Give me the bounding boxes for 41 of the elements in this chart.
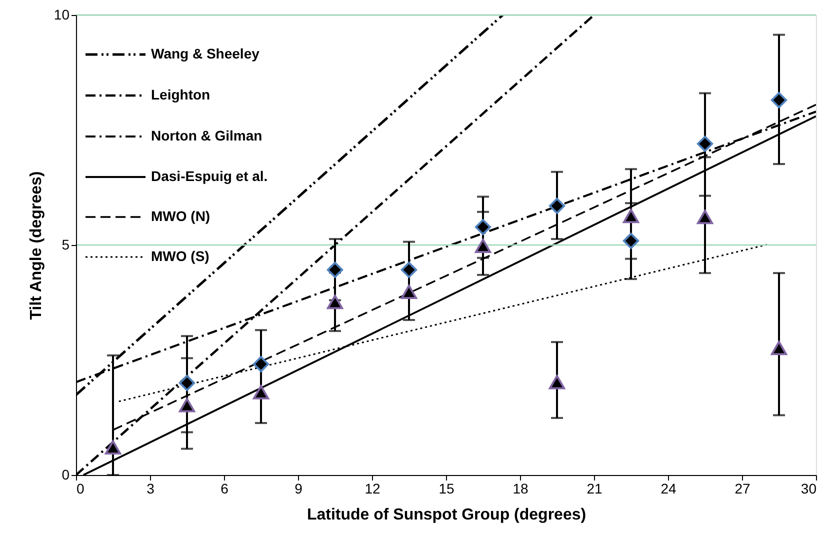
legend-label: Wang & Sheeley: [151, 46, 260, 62]
x-tick-label: 6: [220, 480, 229, 496]
y-tick-label: 5: [62, 236, 70, 252]
point: [696, 136, 714, 152]
point: [178, 398, 196, 412]
point: [474, 218, 492, 236]
point: [252, 385, 270, 400]
point: [400, 284, 418, 300]
point: [696, 210, 714, 224]
point: [474, 238, 492, 254]
x-tick-label: 24: [660, 480, 676, 496]
point: [548, 198, 566, 214]
point: [178, 374, 196, 392]
legend-label: MWO (S): [151, 248, 210, 264]
y-tick-label: 10: [54, 6, 70, 22]
x-tick-label: 12: [364, 480, 380, 496]
y-tick-label: 0: [62, 466, 70, 482]
x-tick-label: 18: [512, 480, 528, 496]
x-tick-label: 9: [294, 480, 303, 496]
legend-label: MWO (N): [151, 208, 210, 224]
point: [622, 208, 640, 224]
y-axis-title: Tilt Angle (degrees): [28, 171, 45, 320]
point: [326, 294, 344, 310]
point: [104, 440, 122, 455]
point: [326, 262, 344, 278]
legend-label: Dasi-Espuig et al.: [151, 168, 268, 184]
x-tick-label: 21: [586, 480, 602, 496]
point: [548, 374, 566, 390]
x-tick-label: 30: [800, 480, 817, 496]
legend-label: Norton & Gilman: [151, 128, 262, 144]
x-tick-label: 15: [438, 480, 454, 496]
x-tick-label: 0: [76, 480, 84, 496]
x-tick-label: 27: [734, 480, 750, 496]
point: [770, 340, 788, 356]
point: [252, 356, 270, 372]
legend-label: Leighton: [151, 86, 210, 102]
point: [400, 262, 418, 278]
x-axis-title: Latitude of Sunspot Group (degrees): [306, 506, 586, 524]
point: [770, 92, 788, 108]
x-tick-label: 3: [146, 480, 155, 496]
point: [622, 232, 640, 249]
